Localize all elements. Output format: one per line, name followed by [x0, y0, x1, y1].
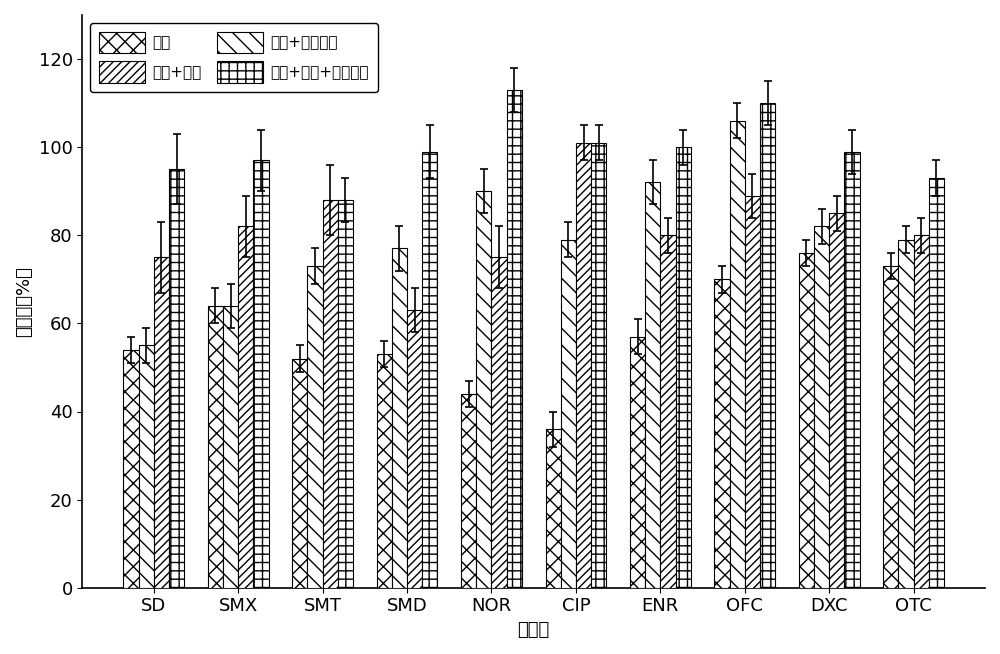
Bar — [238, 226, 253, 588]
Bar — [407, 310, 422, 588]
Bar — [422, 152, 437, 588]
Bar — [745, 196, 760, 588]
Bar — [461, 394, 476, 588]
Bar — [292, 358, 307, 588]
Bar — [799, 253, 814, 588]
Bar — [883, 266, 898, 588]
Bar — [561, 239, 576, 588]
Bar — [814, 226, 829, 588]
Bar — [253, 160, 269, 588]
Bar — [323, 200, 338, 588]
Bar — [660, 235, 676, 588]
Bar — [491, 257, 507, 588]
Bar — [829, 213, 844, 588]
Bar — [307, 266, 323, 588]
Y-axis label: 回收率（%）: 回收率（%） — [15, 266, 33, 337]
Bar — [898, 239, 914, 588]
Bar — [223, 306, 238, 588]
Bar — [714, 279, 730, 588]
Bar — [476, 191, 491, 588]
Bar — [676, 147, 691, 588]
Bar — [576, 143, 591, 588]
Bar — [546, 429, 561, 588]
X-axis label: 抗生素: 抗生素 — [518, 621, 550, 639]
Bar — [929, 178, 944, 588]
Legend: 甲醇, 甲醇+乙脸, 甲醇+乙酸乙酯, 甲醇+乙脸+乙酸乙酯: 甲醇, 甲醇+乙脸, 甲醇+乙酸乙酯, 甲醇+乙脸+乙酸乙酯 — [90, 23, 378, 92]
Bar — [914, 235, 929, 588]
Bar — [760, 103, 775, 588]
Bar — [139, 345, 154, 588]
Bar — [630, 337, 645, 588]
Bar — [645, 182, 660, 588]
Bar — [591, 143, 606, 588]
Bar — [338, 200, 353, 588]
Bar — [208, 306, 223, 588]
Bar — [377, 354, 392, 588]
Bar — [169, 169, 184, 588]
Bar — [730, 121, 745, 588]
Bar — [392, 249, 407, 588]
Bar — [844, 152, 860, 588]
Bar — [154, 257, 169, 588]
Bar — [507, 90, 522, 588]
Bar — [123, 350, 139, 588]
